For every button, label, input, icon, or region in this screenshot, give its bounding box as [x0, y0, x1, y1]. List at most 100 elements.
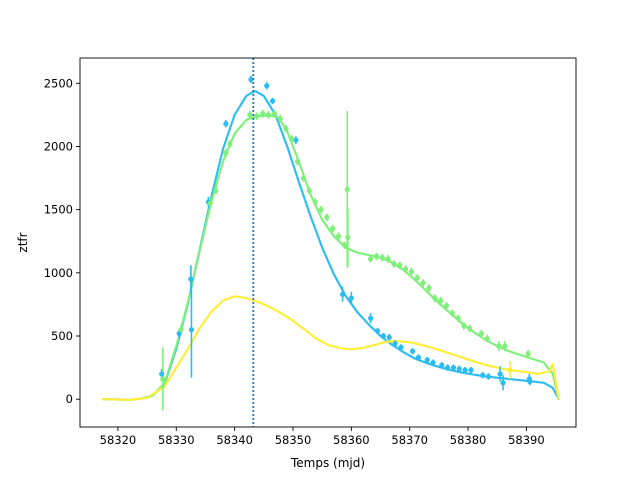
y-tick-label-3: 1500 [44, 203, 73, 217]
y-tick-label-1: 500 [51, 329, 73, 343]
fit-green-point-42 [467, 325, 473, 332]
fit-green-point-14 [295, 159, 301, 165]
fit-green-point-11 [277, 116, 283, 122]
fit-green-point-33 [414, 275, 420, 281]
fit-green-point-38 [443, 303, 450, 309]
data-points [159, 76, 533, 386]
fit-green-point-8 [260, 111, 266, 117]
fit-green-point-22 [341, 242, 347, 248]
fit-green-point-12 [283, 126, 289, 132]
fit-green-point-26 [373, 253, 380, 260]
fit-blue-curve [102, 89, 560, 401]
fit-blue-point-6 [248, 76, 254, 83]
fit-green-point-25 [367, 256, 374, 262]
fit-green-point-36 [432, 295, 438, 301]
fit-green-point-19 [324, 214, 330, 220]
fit-green-point-24 [345, 234, 351, 241]
fit-green-point-5 [227, 141, 233, 147]
fit-green-point-18 [318, 207, 324, 213]
fit-blue-point-24 [450, 365, 457, 371]
fit-green-point-10 [271, 111, 277, 117]
fit-blue-point-0 [159, 371, 165, 377]
fit-green-point-3 [213, 188, 219, 194]
fit-blue-point-30 [497, 371, 503, 377]
fit-green-point-6 [247, 112, 253, 118]
fit-green-point-0 [160, 376, 166, 382]
fit-blue-point-2 [188, 276, 194, 282]
fit-green-point-41 [461, 323, 467, 329]
fit-blue-point-3 [188, 327, 195, 333]
fit-green-point-9 [265, 112, 272, 118]
fit-green-point-13 [289, 136, 295, 142]
fit-blue-point-27 [468, 367, 474, 373]
x-tick-label-3: 58350 [275, 433, 312, 447]
fit-green-point-1 [178, 327, 184, 333]
fit-blue-point-16 [392, 340, 398, 347]
fit-green-point-27 [379, 255, 385, 261]
fit-blue-point-28 [480, 372, 486, 378]
fit-blue-point-20 [424, 357, 430, 363]
fit-green-point-17 [312, 199, 318, 205]
fit-green-point-43 [478, 330, 485, 337]
fit-blue-point-10 [339, 291, 346, 297]
fit-blue-point-14 [380, 333, 387, 339]
fit-blue-point-17 [398, 344, 404, 350]
fit-blue-point-23 [445, 365, 451, 371]
x-tick-label-2: 58340 [216, 433, 253, 447]
fit-green-point-46 [502, 343, 508, 349]
fit-green-point-29 [391, 261, 397, 267]
y-tick-label-0: 0 [66, 392, 73, 406]
fit-blue-point-8 [269, 98, 276, 104]
x-tick-label-4: 58360 [333, 433, 370, 447]
fit-blue-point-13 [375, 328, 381, 334]
fit-green-point-15 [300, 175, 307, 181]
fit-green-point-21 [335, 233, 342, 239]
fit-green-point-44 [484, 335, 490, 342]
fit-blue-point-12 [367, 315, 374, 321]
plot-area [102, 58, 560, 427]
fit-green-point-20 [330, 225, 336, 232]
x-tick-label-7: 58390 [508, 433, 545, 447]
x-tick-label-0: 58320 [100, 433, 137, 447]
fit-blue-point-31 [500, 380, 506, 386]
x-tick-label-6: 58380 [450, 433, 487, 447]
axes-frame [79, 57, 577, 428]
y-tick-label-2: 1000 [44, 266, 73, 280]
y-tick-label-4: 2000 [44, 139, 73, 153]
fit-green-point-37 [438, 298, 444, 304]
fit-green-point-31 [403, 266, 409, 272]
fit-yellow-point-0 [507, 367, 513, 373]
y-axis-ticks: 0 500 1000 1500 2000 2500 [44, 76, 80, 406]
fit-green-point-45 [496, 343, 502, 349]
fit-blue-point-15 [386, 334, 392, 340]
fit-blue-point-19 [415, 354, 422, 361]
fit-green-point-40 [455, 315, 461, 321]
fit-blue-point-25 [456, 366, 462, 372]
x-tick-label-5: 58370 [391, 433, 428, 447]
x-axis-label: Temps (mjd) [290, 456, 365, 470]
fit-green-point-34 [420, 280, 426, 286]
fit-green-point-7 [254, 113, 260, 119]
x-axis-ticks: 58320 58330 58340 58350 58360 58370 58380 58390 [100, 427, 545, 447]
fit-yellow-curve [102, 295, 560, 401]
fit-green-curve [102, 114, 560, 401]
x-tick-label-1: 58330 [158, 433, 195, 447]
fit-green-point-16 [306, 188, 312, 194]
fit-blue-point-21 [430, 359, 436, 366]
y-axis-label: ztfr [16, 232, 30, 252]
fit-green-point-39 [449, 310, 455, 316]
fit-blue-point-9 [293, 137, 299, 143]
fit-green-point-2 [207, 200, 213, 206]
fit-green-point-32 [408, 268, 415, 275]
fit-blue-point-7 [264, 83, 270, 89]
fit-curves [102, 89, 560, 401]
fit-blue-point-5 [223, 121, 229, 127]
fit-green-point-28 [385, 256, 391, 262]
fit-blue-point-26 [462, 367, 468, 373]
y-tick-label-5: 2500 [44, 76, 73, 90]
fit-green-point-35 [426, 285, 432, 291]
fit-blue-point-33 [527, 378, 533, 385]
fit-green-point-4 [223, 150, 229, 156]
fit-green-point-23 [344, 186, 350, 193]
